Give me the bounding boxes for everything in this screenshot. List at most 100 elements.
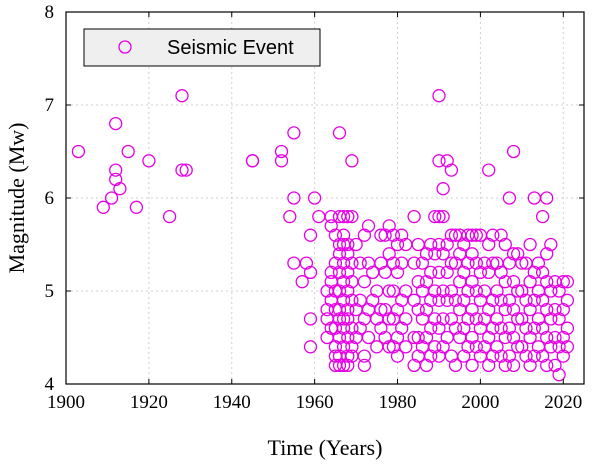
data-point — [457, 237, 471, 252]
data-point — [465, 247, 479, 261]
data-point — [515, 256, 529, 270]
data-point — [457, 265, 471, 280]
data-point — [299, 256, 314, 270]
data-point — [527, 293, 541, 307]
data-point — [419, 302, 434, 317]
data-point — [336, 358, 351, 373]
data-point — [432, 265, 446, 280]
data-point — [432, 89, 446, 103]
data-point — [432, 293, 446, 307]
data-point — [419, 247, 434, 261]
data-point — [386, 256, 401, 270]
data-point — [336, 209, 351, 224]
data-point — [332, 302, 347, 317]
data-point — [444, 256, 459, 270]
data-point — [560, 275, 575, 289]
data-point — [457, 293, 471, 307]
data-point — [523, 237, 537, 252]
data-point — [511, 340, 525, 354]
y-axis-label: Magnitude (Mw) — [4, 123, 29, 274]
legend-box — [83, 28, 321, 67]
data-point — [436, 209, 450, 224]
data-point — [556, 349, 570, 363]
data-point — [498, 330, 512, 345]
data-point — [345, 256, 359, 270]
data-point — [245, 154, 260, 168]
data-point — [287, 256, 301, 270]
data-point — [486, 293, 500, 307]
data-point — [328, 228, 343, 242]
data-point — [345, 340, 359, 354]
data-point — [432, 321, 446, 335]
data-point — [490, 340, 504, 354]
data-point — [548, 302, 562, 317]
data-point — [506, 247, 521, 261]
data-point — [506, 358, 521, 373]
data-point — [336, 275, 351, 289]
data-point — [540, 247, 554, 261]
data-point — [382, 340, 396, 354]
y-tick-label: 8 — [45, 2, 55, 23]
data-point — [544, 312, 558, 326]
data-point — [552, 312, 566, 326]
data-point — [515, 312, 529, 326]
data-point — [511, 247, 525, 261]
data-point — [332, 358, 347, 373]
x-tick-label: 2020 — [544, 392, 582, 413]
data-point — [366, 293, 380, 307]
data-point — [436, 247, 450, 261]
data-point — [523, 275, 537, 289]
data-point — [341, 247, 355, 261]
data-point — [341, 358, 355, 373]
data-point — [341, 349, 355, 363]
data-point — [535, 293, 550, 307]
data-point — [328, 321, 343, 335]
data-point — [523, 358, 537, 373]
data-point — [506, 275, 521, 289]
data-point — [461, 256, 475, 270]
data-point — [345, 154, 359, 168]
data-point — [540, 358, 554, 373]
data-point — [432, 154, 446, 168]
data-point — [390, 265, 405, 280]
data-point — [109, 163, 123, 177]
data-point — [498, 358, 512, 373]
data-point — [498, 237, 512, 252]
data-point — [444, 312, 459, 326]
data-point — [303, 265, 318, 280]
data-point — [109, 172, 123, 187]
x-tick-label: 1920 — [130, 392, 168, 413]
data-point — [411, 330, 425, 345]
data-point — [332, 265, 347, 280]
data-point — [357, 275, 372, 289]
tick-layer: 1900 1920 1940 1960 1980 2000 2020 4 5 6 7 8 — [45, 2, 584, 413]
data-point — [444, 284, 459, 298]
data-point — [336, 228, 351, 242]
data-point — [428, 340, 442, 354]
data-point — [535, 349, 550, 363]
data-point — [428, 284, 442, 298]
data-point — [353, 256, 367, 270]
data-point — [341, 284, 355, 298]
data-point — [523, 330, 537, 345]
points-layer — [71, 89, 575, 382]
data-point — [502, 321, 517, 335]
data-point — [552, 340, 566, 354]
data-point — [527, 349, 541, 363]
data-point — [332, 126, 347, 140]
data-point — [419, 330, 434, 345]
data-point — [390, 330, 405, 345]
data-point — [336, 321, 351, 335]
data-point — [544, 284, 558, 298]
data-point — [461, 312, 475, 326]
data-point — [436, 284, 450, 298]
data-point — [556, 302, 570, 317]
data-point — [357, 228, 372, 242]
data-point — [448, 358, 463, 373]
data-point — [345, 321, 359, 335]
data-point — [395, 228, 409, 242]
data-point — [469, 284, 483, 298]
data-point — [556, 330, 570, 345]
data-point — [357, 358, 372, 373]
data-point — [374, 321, 388, 335]
